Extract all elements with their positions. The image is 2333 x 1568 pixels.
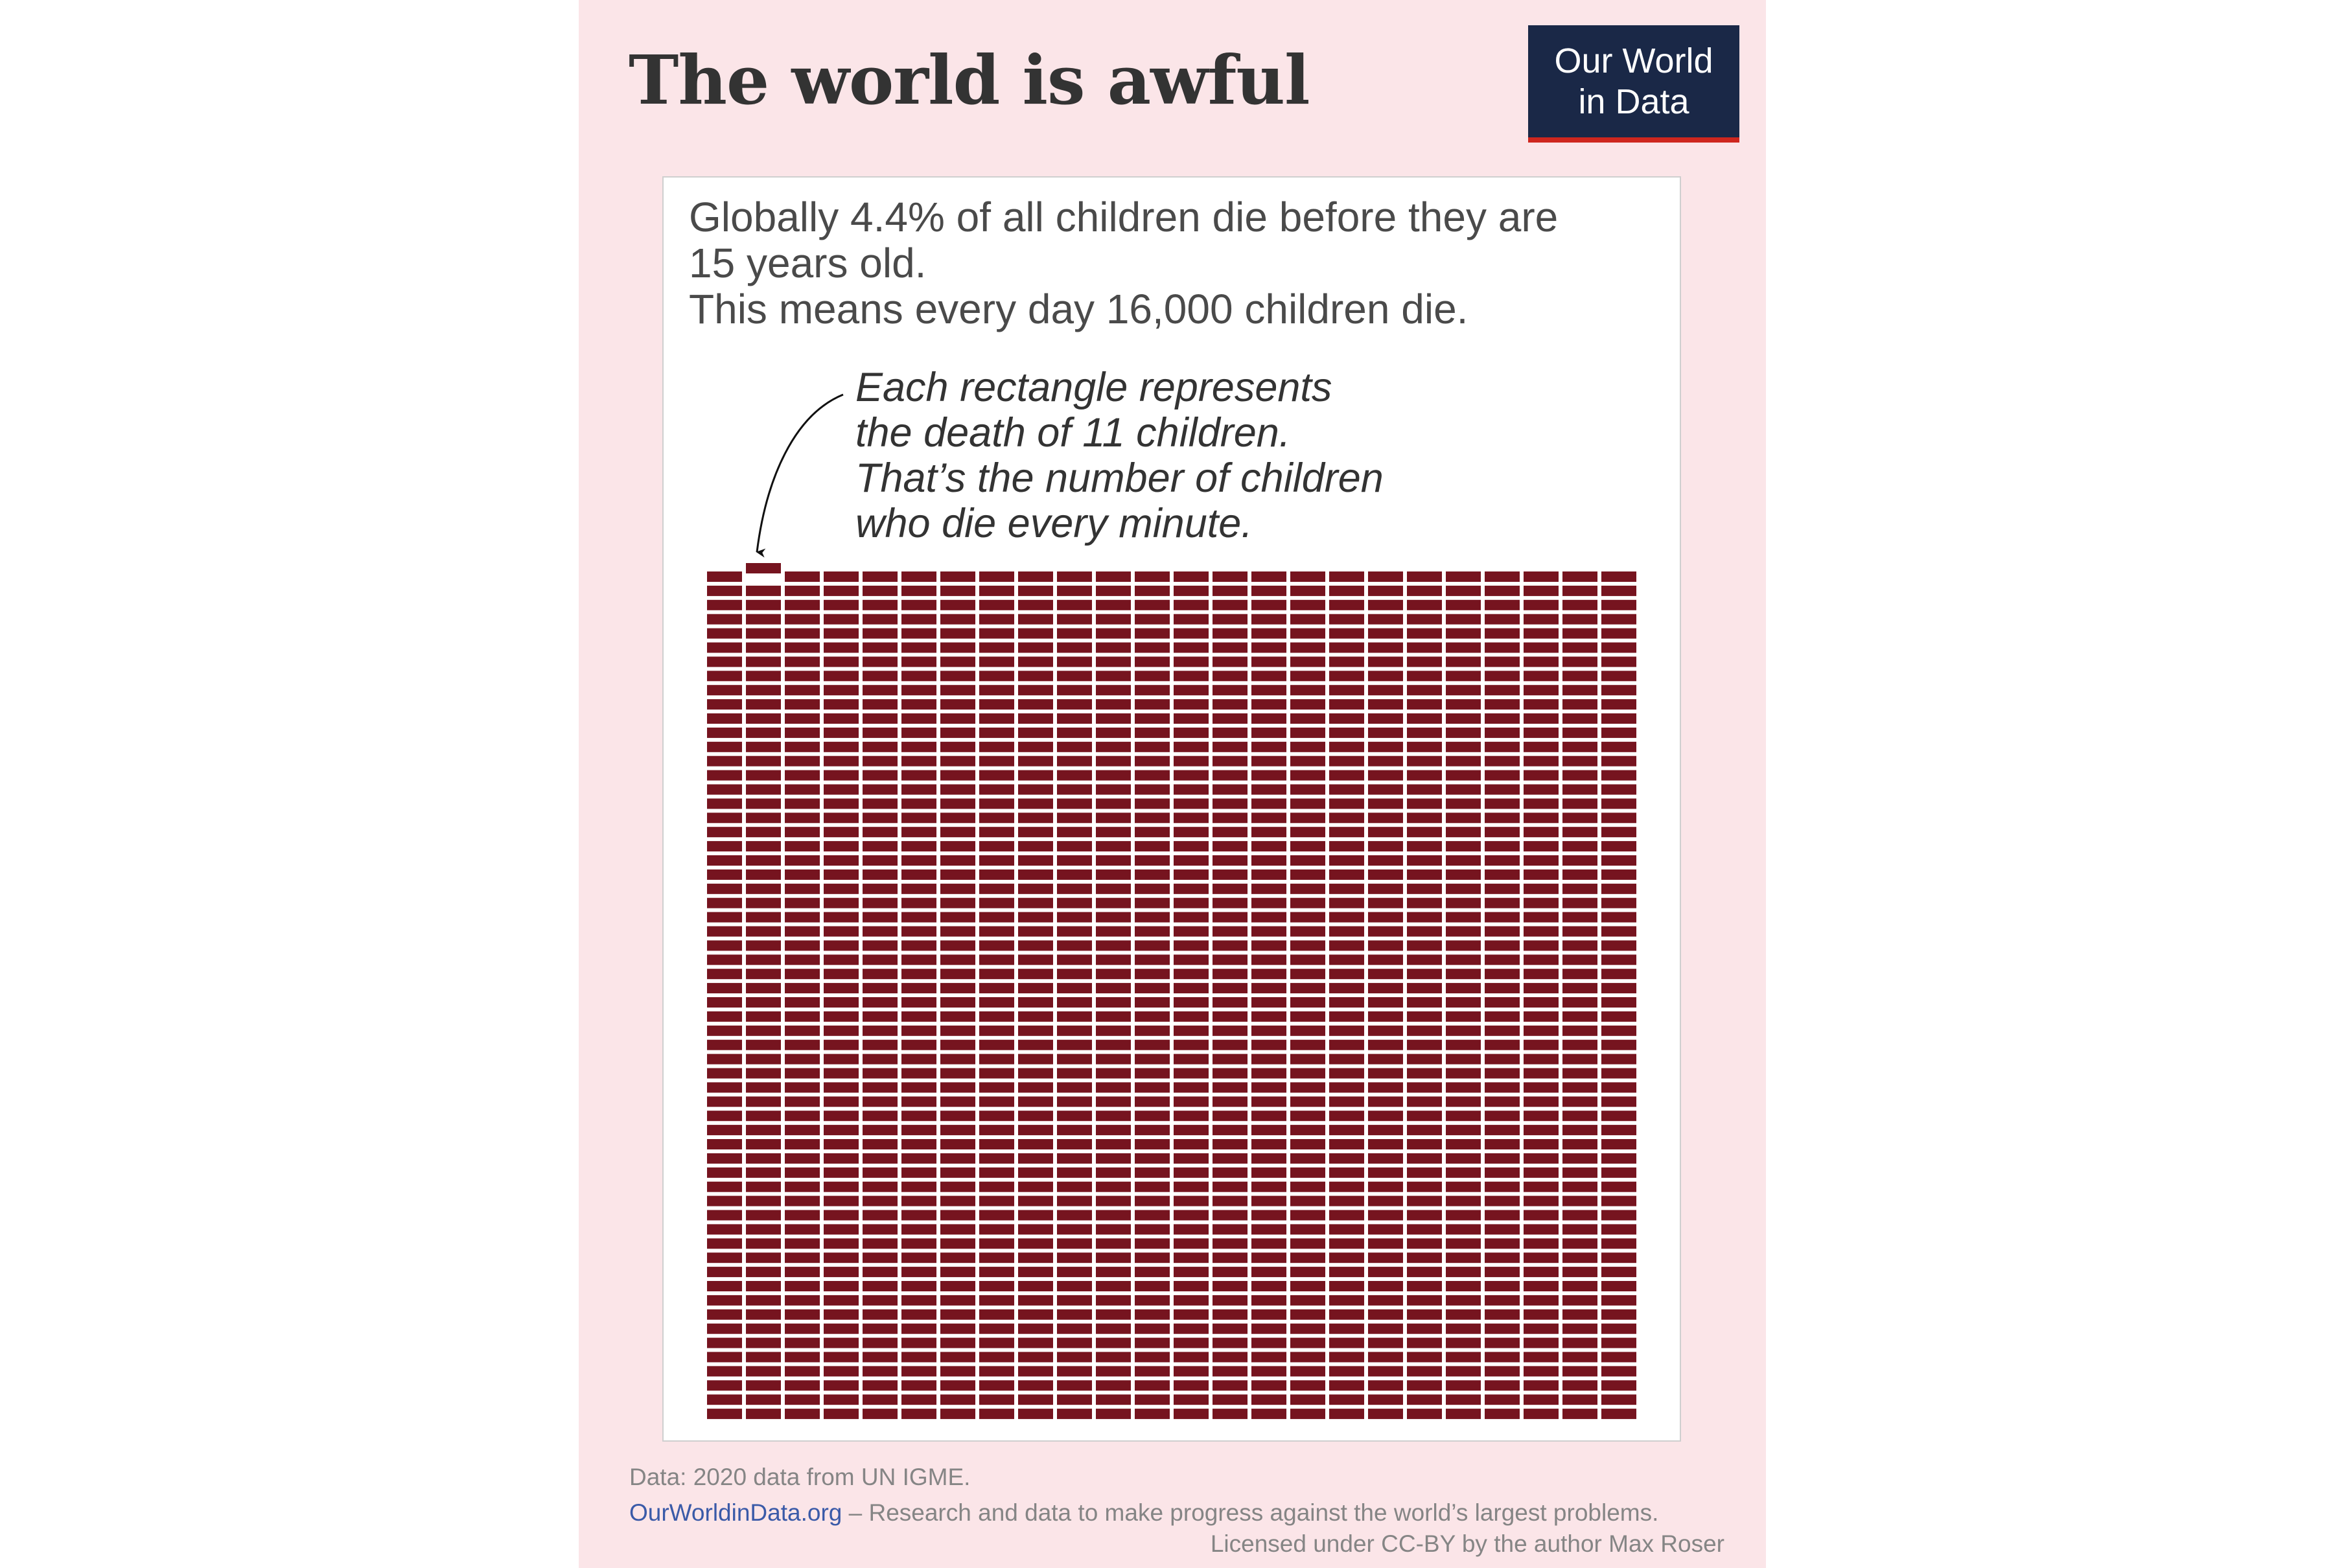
logo-line-1: Our World bbox=[1554, 41, 1713, 80]
annotation-line: That’s the number of children bbox=[855, 455, 1384, 501]
annotation-line: Each rectangle represents bbox=[855, 365, 1332, 410]
page-title: The world is awful bbox=[629, 40, 1310, 120]
license-note: Licensed under CC-BY by the author Max R… bbox=[1210, 1530, 1724, 1557]
annotation-line: the death of 11 children. bbox=[855, 410, 1291, 455]
owid-link[interactable]: OurWorldinData.org bbox=[629, 1499, 842, 1526]
owid-logo[interactable]: Our World in Data bbox=[1528, 25, 1739, 143]
logo-line-2: in Data bbox=[1578, 82, 1689, 121]
source-note: Data: 2020 data from UN IGME. bbox=[629, 1464, 971, 1490]
annotation-line: who die every minute. bbox=[855, 501, 1253, 546]
subtitle-line: This means every day 16,000 children die… bbox=[689, 286, 1468, 332]
footer-line: OurWorldinData.org – Research and data t… bbox=[629, 1495, 1658, 1530]
annotation: Each rectangle represents the death of 1… bbox=[855, 365, 1384, 546]
footer: Data: 2020 data from UN IGME. OurWorldin… bbox=[629, 1459, 1658, 1530]
chart-subtitle: Globally 4.4% of all children die before… bbox=[689, 194, 1558, 332]
tagline: – Research and data to make progress aga… bbox=[842, 1499, 1659, 1526]
subtitle-line: 15 years old. bbox=[689, 240, 927, 286]
subtitle-line: Globally 4.4% of all children die before… bbox=[689, 194, 1559, 240]
